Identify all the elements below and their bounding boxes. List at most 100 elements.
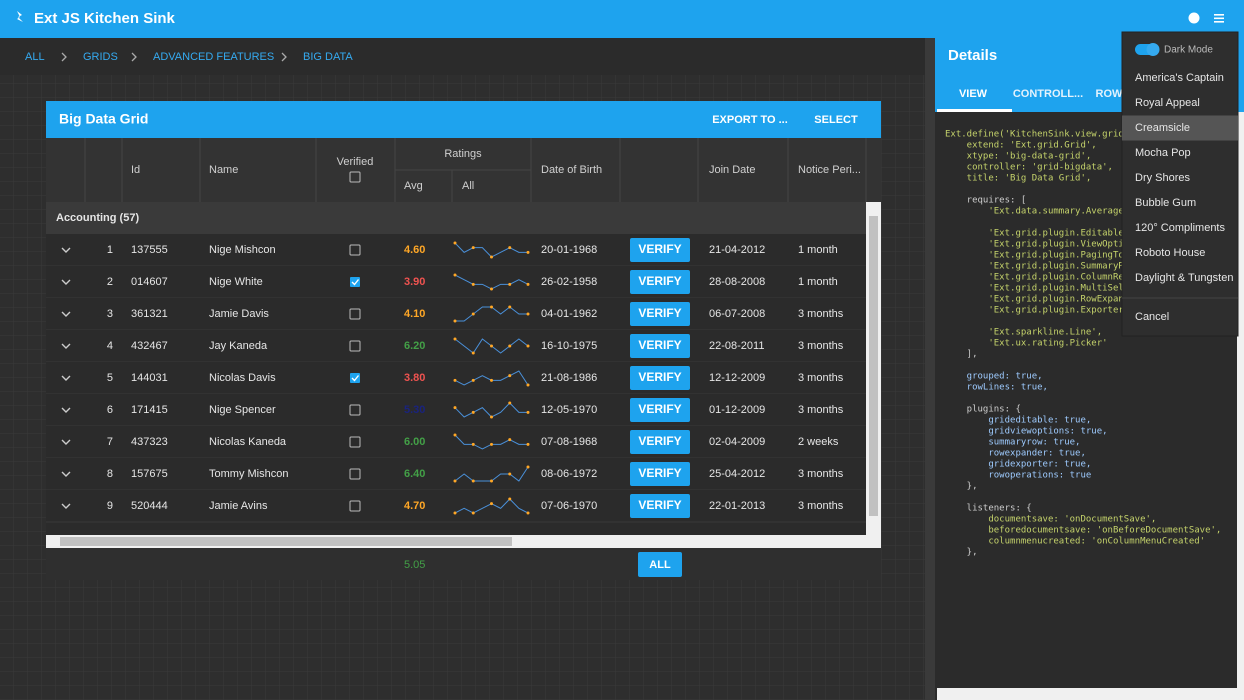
menu-item[interactable]: Roboto House <box>1135 247 1205 259</box>
breadcrumb-item[interactable]: ALL <box>25 51 45 63</box>
col-header[interactable]: Id <box>131 164 140 176</box>
breadcrumb-item[interactable]: BIG DATA <box>303 51 353 63</box>
cell-id: 171415 <box>131 404 168 416</box>
row-number: 4 <box>107 340 113 352</box>
code-line: 'Ext.data.summary.Average', <box>945 207 1135 217</box>
v-scroll-thumb[interactable] <box>869 216 878 516</box>
verify-button-label[interactable]: VERIFY <box>638 498 681 512</box>
sparkline-point <box>527 345 530 348</box>
sparkline-point <box>454 406 457 409</box>
checkbox-checked[interactable] <box>350 277 360 287</box>
sparkline-point <box>508 306 511 309</box>
menu-cancel[interactable]: Cancel <box>1135 311 1169 323</box>
cell-notice: 3 months <box>798 500 844 512</box>
sparkline-point <box>508 246 511 249</box>
code-line: gridviewoptions: true, <box>945 427 1108 437</box>
code-line: requires: [ <box>945 196 1026 206</box>
select-button[interactable]: SELECT <box>814 114 858 126</box>
cell-notice: 3 months <box>798 404 844 416</box>
cell-id: 437323 <box>131 436 168 448</box>
col-header[interactable]: Notice Peri... <box>798 164 861 176</box>
dark-mode-label: Dark Mode <box>1164 45 1213 56</box>
all-button-label[interactable]: ALL <box>649 559 671 571</box>
summary-row <box>46 548 881 580</box>
cell-dob: 04-01-1962 <box>541 308 597 320</box>
cell-notice: 1 month <box>798 276 838 288</box>
menu-item[interactable]: Royal Appeal <box>1135 97 1200 109</box>
cell-avg: 6.20 <box>404 340 425 352</box>
app-header <box>0 0 1244 38</box>
sparkline-point <box>508 402 511 405</box>
col-header[interactable]: Name <box>209 164 238 176</box>
sparkline-point <box>490 288 493 291</box>
h-scroll-thumb[interactable] <box>60 537 512 546</box>
code-line: beforedocumentsave: 'onBeforeDocumentSav… <box>945 526 1221 536</box>
sparkline-point <box>490 256 493 259</box>
sparkline-point <box>527 443 530 446</box>
details-tab[interactable]: VIEW <box>959 88 988 100</box>
code-line: 'Ext.grid.plugin.ViewOption <box>945 240 1135 250</box>
code-h-scrollbar[interactable] <box>937 688 1237 700</box>
col-header[interactable]: Join Date <box>709 164 755 176</box>
verify-button-label[interactable]: VERIFY <box>638 370 681 384</box>
checkbox-checked[interactable] <box>350 373 360 383</box>
menu-item[interactable]: Mocha Pop <box>1135 147 1191 159</box>
verify-button-label[interactable]: VERIFY <box>638 274 681 288</box>
verify-button-label[interactable]: VERIFY <box>638 242 681 256</box>
menu-item[interactable]: America's Captain <box>1135 72 1224 84</box>
details-tab[interactable]: CONTROLL... <box>1013 88 1083 100</box>
sparkline-point <box>490 306 493 309</box>
menu-item[interactable]: Bubble Gum <box>1135 197 1196 209</box>
sparkline-point <box>472 512 475 515</box>
sparkline-point <box>527 384 530 387</box>
menu-item[interactable]: Dry Shores <box>1135 172 1191 184</box>
splitter[interactable] <box>925 38 935 700</box>
breadcrumb-item[interactable]: GRIDS <box>83 51 118 63</box>
verify-button-label[interactable]: VERIFY <box>638 402 681 416</box>
verify-button-label[interactable]: VERIFY <box>638 434 681 448</box>
code-line: 'Ext.grid.plugin.PagingToo <box>945 251 1129 261</box>
menu-item[interactable]: Creamsicle <box>1135 122 1190 134</box>
col-header[interactable]: Date of Birth <box>541 164 602 176</box>
row-number: 3 <box>107 308 113 320</box>
col-header[interactable]: All <box>462 180 474 192</box>
summary-avg: 5.05 <box>404 559 425 571</box>
menu-icon[interactable] <box>1214 14 1224 23</box>
cell-notice: 3 months <box>798 308 844 320</box>
code-line: columnmenucreated: 'onColumnMenuCreated' <box>945 537 1205 547</box>
code-line: rowLines: true, <box>945 383 1048 393</box>
breadcrumb-item[interactable]: ADVANCED FEATURES <box>153 51 274 63</box>
sparkline-point <box>472 379 475 382</box>
verify-button-label[interactable]: VERIFY <box>638 306 681 320</box>
cell-name: Nige Spencer <box>209 404 276 416</box>
cell-id: 520444 <box>131 500 168 512</box>
sparkline-point <box>454 338 457 341</box>
sparkline-point <box>508 345 511 348</box>
sparkline-point <box>527 466 530 469</box>
code-line: rowoperations: true <box>945 471 1091 481</box>
sparkline-point <box>454 379 457 382</box>
cell-dob: 08-06-1972 <box>541 468 597 480</box>
menu-item[interactable]: 120° Compliments <box>1135 222 1225 234</box>
group-header[interactable] <box>46 202 866 234</box>
col-header[interactable]: Verified <box>337 156 374 168</box>
row-number: 7 <box>107 436 113 448</box>
cell-avg: 3.80 <box>404 372 425 384</box>
cell-notice: 3 months <box>798 468 844 480</box>
export-button[interactable]: EXPORT TO ... <box>712 114 788 126</box>
cell-avg: 4.70 <box>404 500 425 512</box>
row-number: 5 <box>107 372 113 384</box>
menu-item[interactable]: Daylight & Tungsten <box>1135 272 1233 284</box>
details-tab[interactable]: ROW <box>1096 88 1124 100</box>
verify-button-label[interactable]: VERIFY <box>638 338 681 352</box>
theme-icon[interactable] <box>1189 13 1200 24</box>
col-header[interactable]: Avg <box>404 180 423 192</box>
cell-name: Nicolas Davis <box>209 372 276 384</box>
verify-button-label[interactable]: VERIFY <box>638 466 681 480</box>
sparkline-point <box>454 320 457 323</box>
sparkline-point <box>472 283 475 286</box>
code-line: 'Ext.sparkline.Line', <box>945 328 1102 338</box>
sparkline-point <box>454 242 457 245</box>
toggle-knob[interactable] <box>1147 43 1160 56</box>
